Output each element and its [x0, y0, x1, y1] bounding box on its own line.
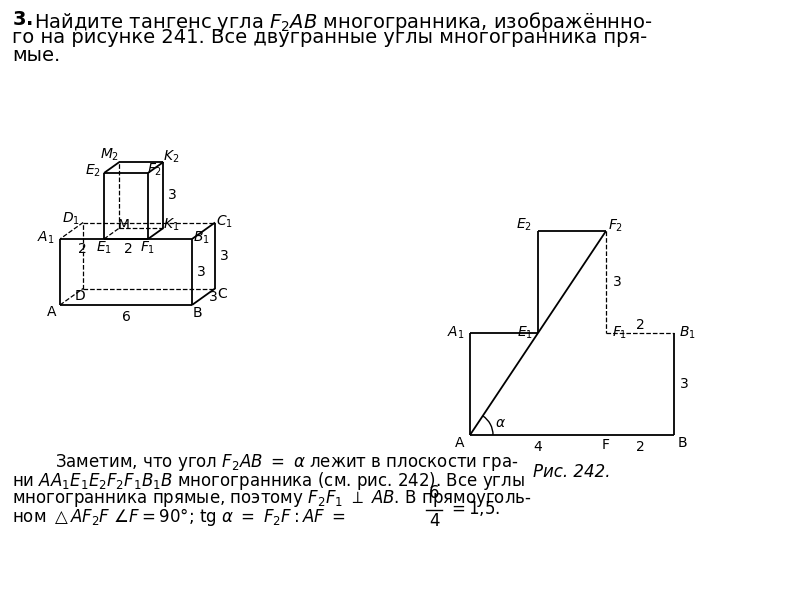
Text: B: B: [677, 436, 687, 450]
Text: $F_1$: $F_1$: [612, 325, 628, 341]
Text: $E_1$: $E_1$: [517, 325, 533, 341]
Text: ни $AA_1E_1E_2F_2F_1B_1B$ многогранника (см. рис. 242). Все углы: ни $AA_1E_1E_2F_2F_1B_1B$ многогранника …: [12, 470, 525, 492]
Text: C: C: [218, 286, 227, 301]
Text: $C_1$: $C_1$: [216, 213, 233, 230]
Text: $E_2$: $E_2$: [516, 217, 532, 233]
Text: A: A: [47, 305, 57, 319]
Text: 2: 2: [78, 242, 86, 256]
Text: 3: 3: [197, 265, 206, 279]
Text: $A_1$: $A_1$: [38, 230, 54, 246]
Text: $B_1$: $B_1$: [193, 230, 210, 246]
Text: 3: 3: [613, 275, 622, 289]
Text: $D_1$: $D_1$: [62, 210, 80, 227]
Text: 3: 3: [680, 377, 688, 391]
Text: мые.: мые.: [12, 46, 60, 65]
Text: 6: 6: [122, 310, 130, 324]
Text: $A_1$: $A_1$: [447, 325, 465, 341]
Text: $E_2$: $E_2$: [85, 163, 101, 179]
Text: $\alpha$: $\alpha$: [494, 416, 506, 430]
Text: F: F: [602, 438, 610, 452]
Text: $K_2$: $K_2$: [163, 149, 179, 165]
Text: Заметим, что угол $F_2AB$ $=$ $\alpha$ лежит в плоскости гра-: Заметим, что угол $F_2AB$ $=$ $\alpha$ л…: [55, 452, 518, 473]
Text: $M_2$: $M_2$: [100, 147, 119, 163]
Text: го на рисунке 241. Все двугранные углы многогранника пря-: го на рисунке 241. Все двугранные углы м…: [12, 28, 647, 47]
Text: 4: 4: [534, 440, 542, 454]
Text: $F_1$: $F_1$: [140, 240, 156, 256]
Text: 3: 3: [209, 290, 218, 304]
Text: $= 1{,}5.$: $= 1{,}5.$: [448, 499, 500, 517]
Text: 2: 2: [124, 242, 132, 256]
Text: многогранника прямые, поэтому $F_2F_1$ $\perp$ $AB$. В прямоуголь-: многогранника прямые, поэтому $F_2F_1$ $…: [12, 488, 531, 509]
Text: 6: 6: [429, 484, 439, 502]
Text: $B_1$: $B_1$: [678, 325, 695, 341]
Text: ном $\triangle AF_2F$ $\angle F = 90°$; tg $\alpha$ $=$ $F_2F : AF$ $=$: ном $\triangle AF_2F$ $\angle F = 90°$; …: [12, 506, 346, 528]
Text: 3: 3: [168, 188, 177, 202]
Text: 2: 2: [636, 440, 644, 454]
Text: $F_2$: $F_2$: [609, 218, 623, 234]
Text: $F_2$: $F_2$: [147, 162, 162, 178]
Text: D: D: [74, 289, 86, 304]
Text: B: B: [192, 306, 202, 320]
Text: 2: 2: [636, 318, 644, 332]
Text: 4: 4: [429, 512, 439, 530]
Text: $E_1$: $E_1$: [96, 240, 112, 256]
Text: $\mathbf{3.}$: $\mathbf{3.}$: [12, 10, 33, 29]
Text: M: M: [118, 218, 130, 232]
Text: $K_1$: $K_1$: [163, 217, 179, 233]
Text: Рис. 242.: Рис. 242.: [534, 463, 610, 481]
Text: A: A: [455, 436, 465, 450]
Text: Найдите тангенс угла $F_2AB$ многогранника, изображённно-: Найдите тангенс угла $F_2AB$ многогранни…: [34, 10, 652, 34]
Text: 3: 3: [220, 248, 229, 263]
